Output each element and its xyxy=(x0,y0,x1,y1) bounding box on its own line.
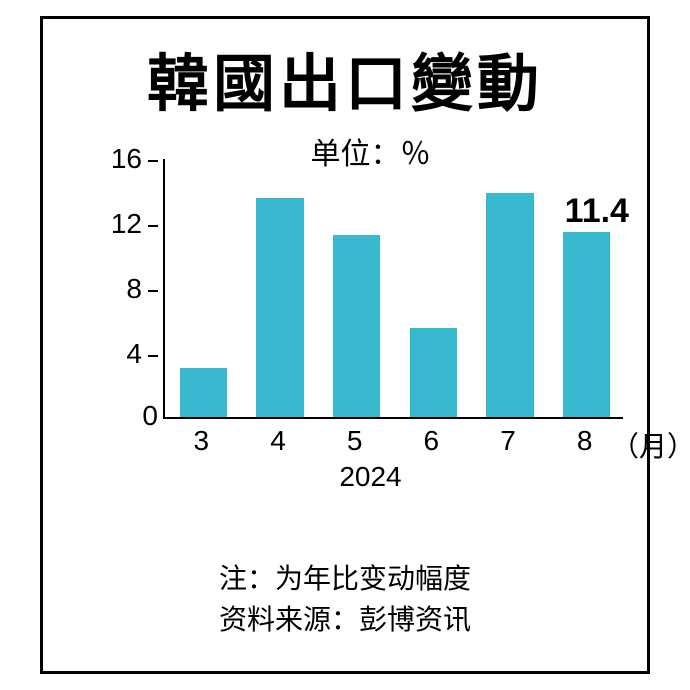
x-axis-unit: （月） xyxy=(611,425,690,465)
x-tick: 8 xyxy=(577,425,593,457)
x-axis-year: 2024 xyxy=(103,461,638,493)
y-tick: 8 xyxy=(103,273,158,305)
x-tick: 6 xyxy=(424,425,440,457)
value-callout: 11.4 xyxy=(565,192,629,231)
x-tick: 5 xyxy=(347,425,363,457)
x-tick: 3 xyxy=(194,425,210,457)
bar-chart xyxy=(163,159,623,419)
plot-area: 单位：％ 2024 0481216345678（月）11.4 xyxy=(103,129,638,469)
bar xyxy=(333,235,381,417)
y-tick: 16 xyxy=(103,143,158,175)
y-tick: 0 xyxy=(103,400,158,432)
y-tick: 4 xyxy=(103,338,158,370)
chart-title: 韓國出口變動 xyxy=(43,33,647,123)
bar xyxy=(410,328,458,417)
y-tick: 12 xyxy=(103,208,158,240)
bar xyxy=(180,368,228,417)
bar xyxy=(486,193,534,417)
x-tick: 4 xyxy=(270,425,286,457)
chart-card: 韓國出口變動 单位：％ 2024 0481216345678（月）11.4 注：… xyxy=(40,16,650,674)
bar xyxy=(256,198,304,417)
footnotes: 注：为年比变动幅度 资料来源：彭博资讯 xyxy=(43,559,647,640)
footnote-2: 资料来源：彭博资讯 xyxy=(43,600,647,641)
bar xyxy=(563,232,611,417)
x-tick: 7 xyxy=(500,425,516,457)
footnote-1: 注：为年比变动幅度 xyxy=(43,559,647,600)
